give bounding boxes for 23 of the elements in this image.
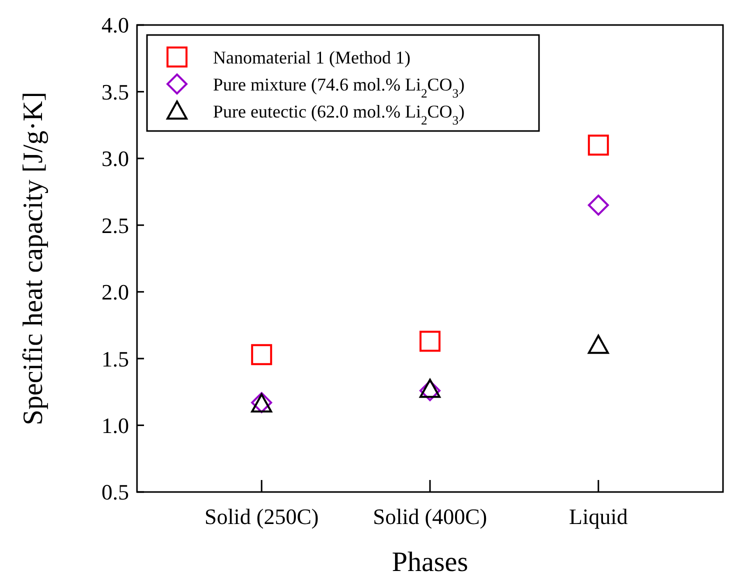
point xyxy=(420,330,440,352)
x-tick-label: Solid (250C) xyxy=(204,504,319,529)
point xyxy=(588,134,609,156)
point xyxy=(420,378,440,398)
x-axis-title: Phases xyxy=(392,547,468,578)
x-tick-label: Solid (400C) xyxy=(372,504,488,529)
x-tick-label: Liquid xyxy=(569,504,628,529)
y-axis-title: Specific heat capacity [J/g·K] xyxy=(18,92,49,426)
point xyxy=(251,344,272,366)
y-tick-label: 4.0 xyxy=(102,12,129,38)
y-tick-label: 2.0 xyxy=(102,280,129,305)
legend-label: Pure eutectic (62.0 mol.% Li$_{2}$CO$_{3}$) xyxy=(213,101,465,128)
y-tick-label: 3.5 xyxy=(102,79,129,104)
legend-label: Nanomaterial 1 (Method 1) xyxy=(213,47,410,68)
point xyxy=(420,380,440,402)
y-tick-label: 0.5 xyxy=(102,480,129,505)
y-tick-label: 1.0 xyxy=(102,412,129,438)
legend-label: Pure mixture (74.6 mol.% Li$_{2}$CO$_{3}$) xyxy=(213,74,465,100)
point xyxy=(588,334,609,354)
y-tick-label: 1.5 xyxy=(102,346,129,372)
y-tick-label: 2.5 xyxy=(102,212,129,238)
y-tick-label: 3.0 xyxy=(102,146,129,172)
point xyxy=(588,194,609,216)
